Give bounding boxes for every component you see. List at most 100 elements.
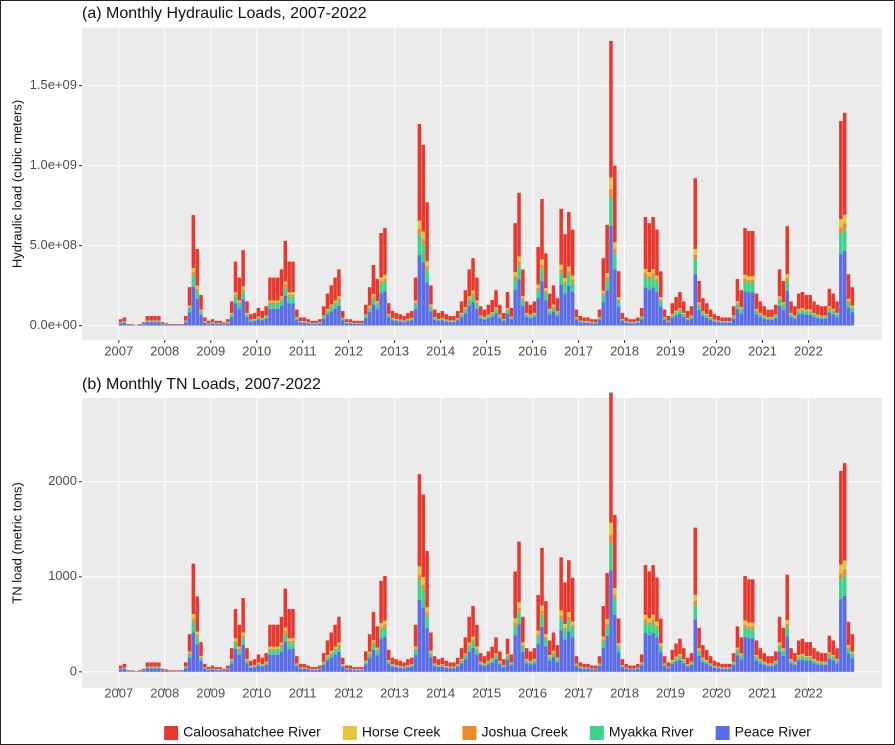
bar-segment xyxy=(781,627,786,649)
bar-segment xyxy=(674,656,678,658)
bar-segment xyxy=(199,309,203,311)
bar-segment xyxy=(823,318,828,326)
bar-segment xyxy=(463,655,468,660)
bar-segment xyxy=(195,596,199,632)
bar-segment xyxy=(555,298,560,312)
bar-segment xyxy=(337,646,341,652)
bar-segment xyxy=(643,216,648,270)
bar-segment xyxy=(609,570,613,672)
bar-segment xyxy=(417,599,422,672)
bar-segment xyxy=(842,214,847,224)
bar-segment xyxy=(371,650,376,672)
bar-segment xyxy=(256,319,261,326)
bar-segment xyxy=(704,317,709,326)
bar-segment xyxy=(593,319,598,323)
bar-segment xyxy=(463,290,468,308)
bar-segment xyxy=(398,667,402,672)
bar-segment xyxy=(256,316,261,318)
bar-segment xyxy=(153,322,157,326)
bar-segment xyxy=(501,659,506,666)
bar-segment xyxy=(712,667,717,672)
bar-segment xyxy=(647,635,652,672)
bar-segment xyxy=(689,661,694,663)
bar-segment xyxy=(494,290,498,308)
bar-segment xyxy=(210,322,215,324)
bar-segment xyxy=(831,660,835,672)
bar-segment xyxy=(436,666,441,668)
bar-segment xyxy=(218,320,222,324)
bar-segment xyxy=(823,316,828,317)
bar-segment xyxy=(337,269,341,297)
bar-segment xyxy=(463,637,468,654)
bar-segment xyxy=(291,303,295,326)
bar-segment xyxy=(498,664,502,672)
bar-segment xyxy=(195,291,199,299)
bar-segment xyxy=(463,654,468,656)
bar-segment xyxy=(632,319,636,323)
bar-segment xyxy=(570,625,575,629)
bar-segment xyxy=(674,661,678,672)
bar-segment xyxy=(478,653,483,662)
bar-segment xyxy=(314,320,318,324)
bar-segment xyxy=(325,310,330,312)
bar-segment xyxy=(256,317,261,320)
bar-segment xyxy=(199,310,203,312)
bar-segment xyxy=(421,244,425,263)
bar-segment xyxy=(823,662,828,664)
bar-segment xyxy=(819,664,824,672)
bar-segment xyxy=(739,654,743,656)
bar-segment xyxy=(375,650,380,656)
bar-segment xyxy=(513,625,517,636)
bar-segment xyxy=(601,293,606,296)
bar-segment xyxy=(275,624,280,647)
bar-segment xyxy=(498,316,502,319)
bar-segment xyxy=(249,660,253,666)
bar-segment xyxy=(754,640,759,656)
bar-segment xyxy=(720,317,724,322)
bar-segment xyxy=(229,312,234,314)
bar-segment xyxy=(628,668,632,670)
bar-segment xyxy=(532,648,537,660)
bar-segment xyxy=(789,648,793,660)
bar-segment xyxy=(781,280,786,303)
bar-segment xyxy=(471,639,475,642)
bar-segment xyxy=(191,618,196,623)
bar-segment xyxy=(490,316,494,326)
bar-segment xyxy=(536,595,540,631)
x-tick-label: 2017 xyxy=(564,343,593,358)
bar-segment xyxy=(528,660,533,662)
bar-segment xyxy=(402,668,406,672)
bar-segment xyxy=(302,322,307,326)
bar-segment xyxy=(272,308,276,326)
bar-segment xyxy=(846,648,851,654)
bar-segment xyxy=(704,315,709,318)
bar-segment xyxy=(574,663,579,665)
bar-segment xyxy=(559,284,563,326)
bar-segment xyxy=(632,669,636,672)
bar-segment xyxy=(199,642,203,656)
bar-segment xyxy=(724,322,728,326)
bar-segment xyxy=(467,305,471,326)
bar-segment xyxy=(754,308,759,311)
bar-segment xyxy=(670,661,675,664)
bar-segment xyxy=(383,228,387,275)
bar-segment xyxy=(590,665,594,669)
bar-segment xyxy=(341,311,345,318)
bar-segment xyxy=(747,579,751,623)
bar-segment xyxy=(800,308,805,310)
bar-segment xyxy=(639,662,644,664)
bar-segment xyxy=(808,314,812,326)
y-tick-label: 0.0e+00 xyxy=(30,317,77,332)
bar-segment xyxy=(616,271,621,298)
bar-segment xyxy=(467,298,471,301)
bar-segment xyxy=(643,276,648,288)
bar-segment xyxy=(383,624,387,628)
bar-segment xyxy=(486,660,491,662)
bar-segment xyxy=(628,669,632,672)
bar-segment xyxy=(574,309,579,318)
bar-segment xyxy=(478,662,483,664)
bar-segment xyxy=(490,658,494,660)
bar-segment xyxy=(570,628,575,638)
bar-segment xyxy=(122,663,127,668)
bar-segment xyxy=(639,665,644,672)
